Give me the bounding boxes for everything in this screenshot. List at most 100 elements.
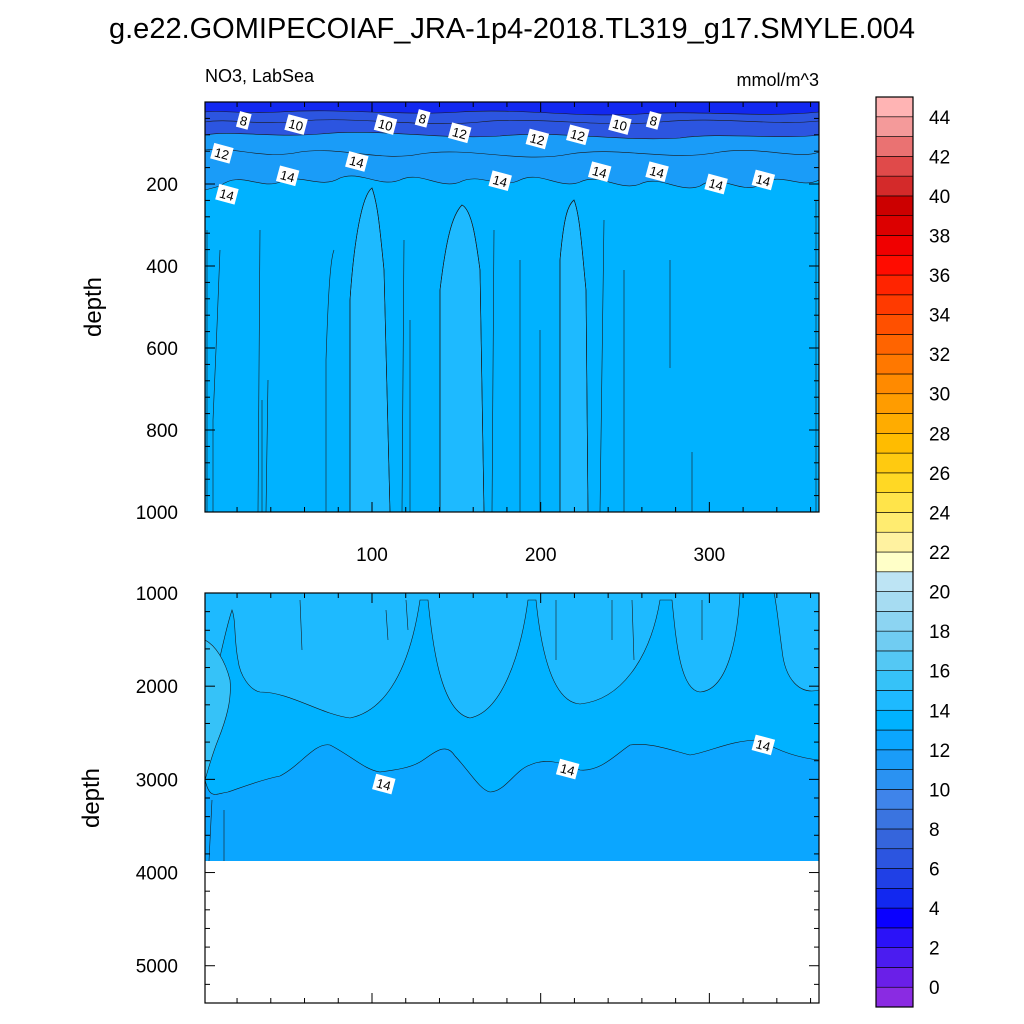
lower-contour-label-text: 14 xyxy=(375,775,393,793)
upper-contour-label-text: 14 xyxy=(707,175,725,193)
colorbar-label: 36 xyxy=(929,266,950,287)
upper-contour-label: 14 xyxy=(751,169,776,191)
upper-x-tick-label: 100 xyxy=(356,545,388,566)
colorbar-label: 22 xyxy=(929,543,950,564)
colorbar-swatch xyxy=(875,848,914,869)
colorbar-swatch xyxy=(875,215,914,236)
colorbar-swatch xyxy=(875,650,914,671)
lower-y-tick-label: 1000 xyxy=(136,584,178,605)
lower-contour-label: 14 xyxy=(751,734,776,756)
colorbar-swatch xyxy=(875,571,914,592)
upper-contour-label-bg xyxy=(215,183,239,205)
upper-contour-label: 14 xyxy=(488,170,512,192)
colorbar-label: 28 xyxy=(929,424,950,445)
lower-contour-label-bg xyxy=(751,734,776,756)
colorbar-swatch xyxy=(875,789,914,810)
upper-y-tick-label: 200 xyxy=(146,175,178,196)
upper-plot-area xyxy=(205,102,819,512)
upper-contour-label: 10 xyxy=(284,114,308,135)
colorbar-swatch xyxy=(875,175,914,197)
upper-contour-label-bg xyxy=(751,169,776,191)
upper-contour-label-text: 12 xyxy=(213,145,231,163)
colorbar-frame xyxy=(875,96,914,1008)
colorbar-swatch xyxy=(875,334,914,355)
colorbar-swatch xyxy=(875,235,914,256)
upper-contour-label: 14 xyxy=(704,173,728,195)
colorbar-swatch xyxy=(875,413,914,434)
lower-x-ticks xyxy=(236,593,812,1003)
upper-x-tick-label: 300 xyxy=(694,545,726,566)
upper-contour-label-text: 8 xyxy=(238,113,249,129)
colorbar-swatch xyxy=(875,96,914,118)
upper-contour-label-bg xyxy=(210,142,234,164)
colorbar-swatch xyxy=(875,749,914,770)
colorbar-swatch xyxy=(875,868,914,889)
lower-y-axis-label: depth xyxy=(78,768,105,828)
colorbar-label: 20 xyxy=(929,583,950,604)
upper-contour-label-bg xyxy=(414,109,431,128)
lower-contour-label-bg xyxy=(555,758,580,780)
upper-contour-label: 14 xyxy=(345,151,369,172)
colorbar-label: 0 xyxy=(929,978,940,999)
colorbar-swatch xyxy=(875,630,914,652)
colorbar-label: 26 xyxy=(929,464,950,485)
lower-fill-13 xyxy=(205,740,819,861)
upper-contour-label: 12 xyxy=(566,124,590,146)
colorbar-swatch xyxy=(875,828,914,850)
colorbar-swatch xyxy=(875,136,914,157)
colorbar-label: 10 xyxy=(929,780,950,801)
upper-contour-label-text: 14 xyxy=(218,186,236,204)
upper-contour-label-text: 10 xyxy=(611,116,629,134)
colorbar-label: 44 xyxy=(929,108,951,129)
upper-contour-label: 14 xyxy=(215,183,239,205)
colorbar-swatch xyxy=(875,967,914,988)
upper-contour-label-text: 14 xyxy=(591,163,609,181)
colorbar-label: 32 xyxy=(929,345,950,366)
colorbar-swatch xyxy=(875,531,914,553)
colorbar-swatch xyxy=(875,986,914,1008)
upper-contour-label-text: 14 xyxy=(754,171,772,189)
panel-units-label: mmol/m^3 xyxy=(737,70,819,90)
upper-contour-label-bg xyxy=(525,128,550,150)
lower-contour-labels: 14 14 14 xyxy=(372,734,776,795)
colorbar-swatch xyxy=(875,690,914,711)
upper-contour-label: 14 xyxy=(587,161,612,183)
lower-y-tick-label: 4000 xyxy=(136,864,178,885)
colorbar-swatch xyxy=(875,551,914,573)
colorbar-swatch xyxy=(875,907,914,929)
colorbar-swatch xyxy=(875,452,914,474)
upper-contour-label-text: 14 xyxy=(491,172,509,190)
lower-contour-label-bg xyxy=(372,773,396,795)
lower-fill-16 xyxy=(205,640,231,780)
upper-panel: NO3, LabSea mmol/m^3 8 10 10 8 12 12 12 10 8 12 14… xyxy=(80,66,820,566)
colorbar-label: 34 xyxy=(929,306,951,327)
upper-contour-label: 12 xyxy=(210,142,234,164)
upper-contour-label-bg xyxy=(566,124,590,146)
upper-contour-label-text: 10 xyxy=(287,116,305,134)
upper-contour-label-text: 14 xyxy=(648,163,666,181)
lower-contour-lines xyxy=(205,599,819,862)
colorbar-swatch xyxy=(875,294,914,315)
upper-contour-label-text: 12 xyxy=(451,124,469,142)
upper-contour-label-bg xyxy=(608,114,632,135)
lower-contour-label: 14 xyxy=(372,773,396,795)
colorbar-swatch xyxy=(875,274,914,296)
lower-y-tick-label: 3000 xyxy=(136,770,178,791)
upper-contour-label-bg xyxy=(235,111,252,130)
colorbar-swatch xyxy=(875,433,914,454)
upper-contour-label-bg xyxy=(275,165,300,187)
colorbar-swatch xyxy=(875,670,914,691)
upper-fill-8 xyxy=(205,102,819,115)
upper-contour-label: 10 xyxy=(373,114,398,135)
upper-contour-label: 8 xyxy=(235,111,252,130)
colorbar-swatch xyxy=(875,393,914,414)
upper-y-ticks: 200 400 600 800 1000 xyxy=(136,101,819,524)
upper-plot-frame xyxy=(204,101,820,513)
upper-contour-label-text: 14 xyxy=(279,167,297,185)
upper-contour-label-text: 8 xyxy=(417,111,428,127)
colorbar-label: 2 xyxy=(929,939,940,960)
upper-contour-label-bg xyxy=(645,161,669,183)
upper-contour-labels: 8 10 10 8 12 12 12 10 8 12 14 14 14 14 14 14 14 14 xyxy=(210,109,776,205)
lower-below-bottom xyxy=(205,861,819,1003)
